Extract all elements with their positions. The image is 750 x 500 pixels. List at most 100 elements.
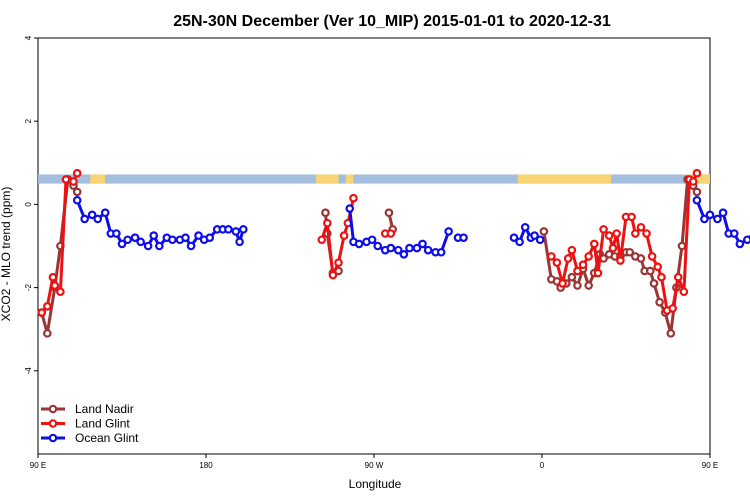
data-point-ocean-glint	[735, 239, 745, 249]
data-point-ocean-glint	[459, 233, 468, 242]
y-tick-label: 4	[24, 35, 33, 40]
data-point-land-glint	[328, 270, 338, 280]
legend-label: Land Glint	[75, 417, 130, 431]
y-tick-label: -4	[24, 367, 33, 375]
data-point-land-glint	[589, 239, 599, 249]
data-point-ocean-glint	[345, 204, 355, 213]
x-tick-label: 180	[199, 461, 213, 470]
data-point-land-glint	[692, 168, 702, 178]
series-land-glint	[37, 168, 702, 317]
data-point-ocean-glint	[412, 243, 422, 253]
data-point-ocean-glint	[149, 231, 159, 240]
data-point-land-glint	[627, 212, 636, 222]
data-point-land-glint	[339, 231, 349, 240]
data-point-land-glint	[50, 281, 60, 290]
data-point-land-glint	[653, 262, 663, 272]
data-point-land-glint	[599, 225, 608, 234]
data-point-ocean-glint	[143, 241, 153, 251]
data-point-ocean-glint	[205, 233, 215, 242]
data-point-ocean-glint	[181, 233, 190, 242]
legend-label: Land Nadir	[75, 402, 134, 416]
legend-item-ocean-glint: Ocean Glint	[41, 431, 139, 445]
data-point-land-nadir	[321, 208, 330, 218]
land-segment	[316, 174, 339, 184]
y-tick-label: 0	[24, 202, 33, 207]
legend-item-land-nadir: Land Nadir	[41, 402, 134, 416]
land-ocean-mask	[38, 174, 710, 184]
data-point-land-glint	[72, 168, 82, 178]
data-point-ocean-glint	[700, 214, 709, 224]
ocean-band	[38, 174, 710, 184]
legend-marker	[48, 404, 58, 414]
y-tick-label: -2	[24, 283, 33, 291]
data-point-land-glint	[43, 302, 52, 311]
data-point-land-glint	[547, 252, 556, 261]
data-point-ocean-glint	[155, 241, 164, 251]
data-point-ocean-glint	[418, 239, 427, 249]
data-point-land-glint	[349, 193, 358, 203]
data-point-ocean-glint	[515, 237, 524, 247]
data-point-ocean-glint	[509, 233, 519, 242]
data-point-ocean-glint	[93, 214, 103, 224]
data-point-land-nadir	[692, 187, 702, 197]
data-point-ocean-glint	[520, 222, 530, 232]
data-point-land-glint	[56, 287, 65, 297]
data-point-ocean-glint	[743, 235, 750, 245]
data-point-land-glint	[642, 229, 651, 238]
land-segment	[685, 174, 710, 184]
data-point-ocean-glint	[186, 241, 196, 251]
land-segment	[90, 174, 106, 184]
data-point-ocean-glint	[405, 243, 414, 253]
data-point-land-glint	[69, 177, 78, 186]
data-point-land-glint	[679, 287, 689, 297]
data-point-land-nadir	[677, 241, 687, 251]
series-layer	[37, 168, 750, 338]
data-point-land-nadir	[645, 266, 655, 276]
data-point-land-glint	[563, 254, 573, 263]
data-point-land-glint	[584, 252, 593, 261]
chart-title: 25N-30N December (Ver 10_MIP) 2015-01-01…	[173, 13, 611, 30]
data-point-land-nadir	[573, 281, 582, 290]
data-point-ocean-glint	[231, 227, 241, 236]
series-line-ocean-glint	[75, 199, 245, 248]
data-point-ocean-glint	[729, 229, 739, 238]
x-tick-label: 90 E	[30, 461, 46, 470]
series-line-land-glint	[550, 172, 699, 312]
data-point-land-glint	[323, 218, 332, 228]
data-point-land-glint	[317, 235, 327, 245]
land-segment	[346, 174, 354, 184]
data-point-land-glint	[334, 258, 343, 267]
data-point-land-glint	[668, 304, 677, 313]
data-point-ocean-glint	[436, 247, 446, 257]
y-axis-label: XCO2 - MLO trend (ppm)	[0, 187, 13, 322]
data-point-land-glint	[552, 258, 562, 267]
data-point-land-nadir	[384, 208, 394, 218]
data-point-land-glint	[37, 308, 47, 317]
data-point-ocean-glint	[373, 241, 383, 251]
data-point-ocean-glint	[692, 195, 702, 205]
data-point-land-glint	[573, 266, 582, 276]
data-point-land-nadir	[72, 187, 82, 197]
data-point-land-glint	[386, 229, 396, 238]
data-point-land-nadir	[539, 227, 549, 236]
data-point-land-nadir	[666, 329, 676, 338]
data-point-land-glint	[636, 222, 646, 232]
legend-label: Ocean Glint	[75, 431, 139, 445]
data-point-ocean-glint	[194, 231, 203, 240]
data-point-land-nadir	[584, 281, 593, 290]
data-point-ocean-glint	[130, 233, 140, 242]
data-point-land-glint	[604, 231, 614, 240]
data-point-ocean-glint	[354, 239, 364, 249]
data-point-land-glint	[578, 260, 588, 270]
data-point-land-nadir	[636, 254, 646, 263]
data-point-land-glint	[631, 229, 640, 238]
data-point-land-glint	[612, 229, 621, 238]
data-point-ocean-glint	[713, 214, 722, 224]
x-axis: 90 E 180 90 W 0 90 E	[30, 454, 718, 470]
data-point-ocean-glint	[80, 214, 89, 224]
data-point-land-glint	[688, 177, 698, 186]
data-point-ocean-glint	[718, 208, 728, 218]
data-point-land-nadir	[625, 247, 635, 257]
